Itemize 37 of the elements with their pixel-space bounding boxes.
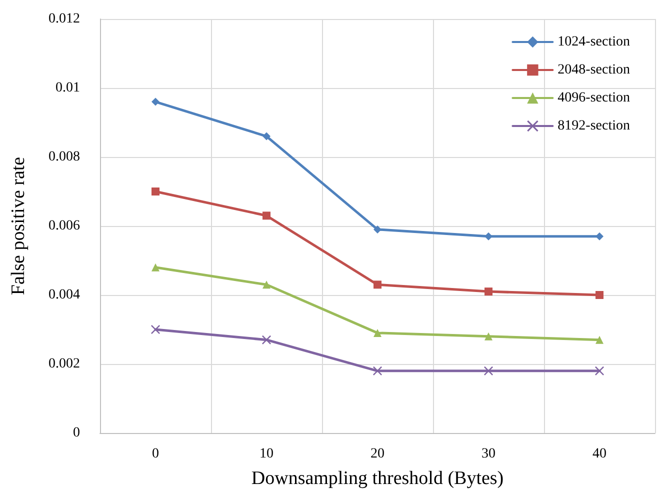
point [262,132,270,140]
x-axis-title: Downsampling threshold (Bytes) [251,468,504,489]
legend-label: 4096-section [558,90,630,106]
y-axis-title: False positive rate [8,156,29,296]
point [262,212,270,220]
point [152,98,160,106]
point [595,366,604,376]
x-tick-label: 10 [260,446,274,462]
point [596,232,604,240]
point [484,366,493,376]
point [484,288,492,296]
x-tick-label: 40 [592,446,606,462]
y-tick-label: 0 [73,426,80,440]
y-tick-label: 0.004 [48,288,80,302]
point [596,291,604,299]
point [374,280,382,289]
point [484,232,492,240]
y-tick-label: 0.012 [48,12,80,26]
point [152,188,160,196]
x-tick-label: 20 [370,446,384,462]
y-tick-label: 0.002 [48,356,80,372]
point [152,263,160,272]
legend-label: 8192-section [558,118,630,134]
point [374,328,382,337]
point [262,280,270,289]
y-tick-label: 0.008 [48,150,80,164]
legend-label: 2048-section [558,62,630,78]
point [262,335,271,344]
y-tick-label: 0.006 [48,218,80,234]
x-tick-label: 0 [152,446,159,462]
point [596,336,604,344]
x-tick-label: 30 [482,446,496,462]
point [373,366,382,376]
point [374,225,382,234]
y-tick-label: 0.01 [56,80,80,96]
legend-label: 1024-section [558,34,630,50]
point [484,332,492,340]
